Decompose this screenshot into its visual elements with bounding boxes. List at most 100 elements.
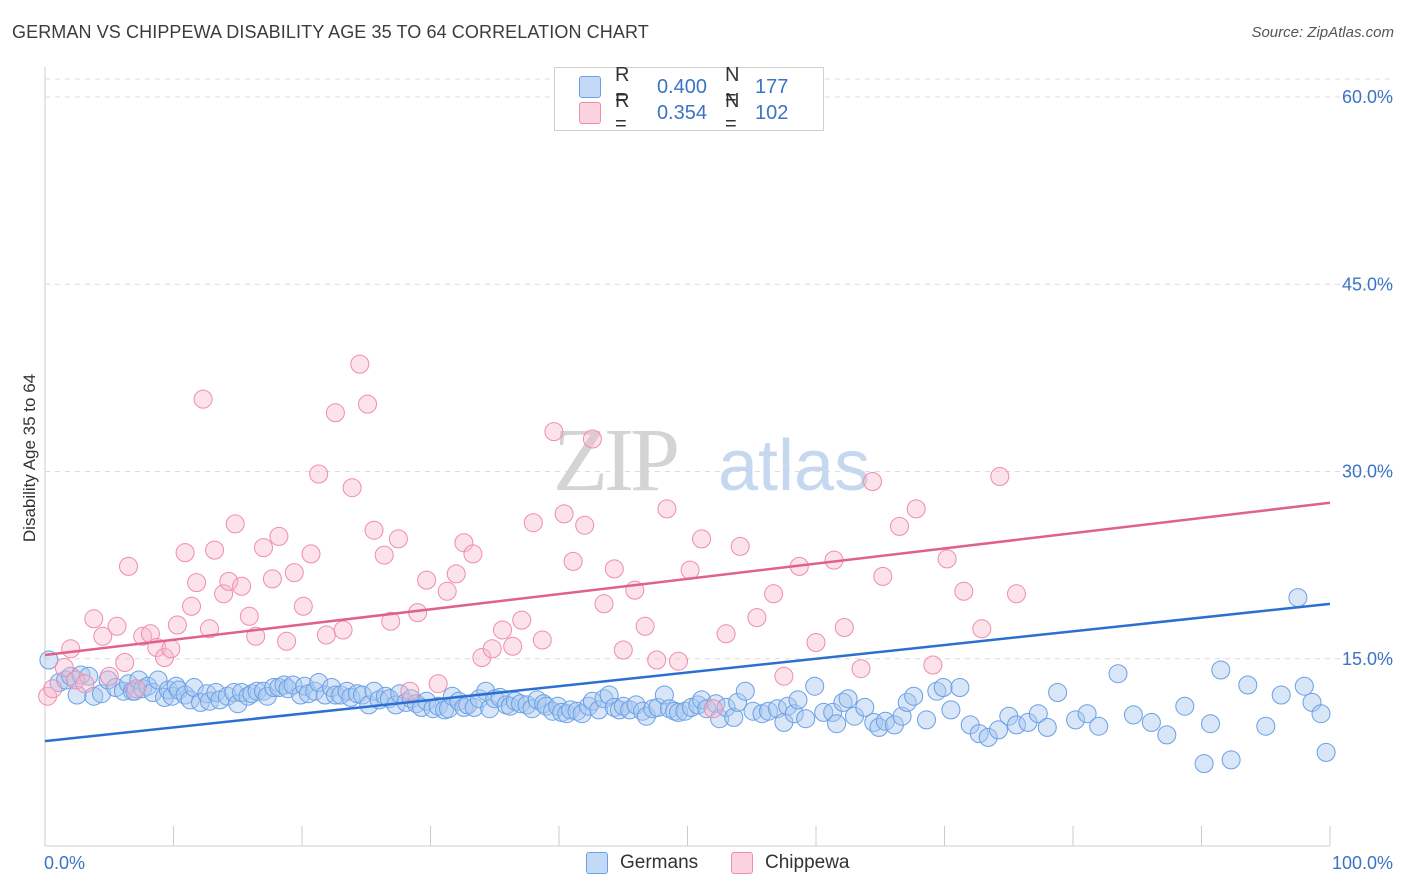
data-point-germans — [254, 681, 273, 701]
data-point-germans — [309, 673, 329, 692]
data-point-chippewa — [446, 564, 466, 584]
data-point-germans — [1037, 717, 1057, 737]
data-point-germans — [855, 697, 875, 717]
data-point-chippewa — [284, 563, 304, 583]
data-point-germans — [1288, 588, 1308, 608]
data-point-germans — [927, 681, 947, 701]
data-point-chippewa — [358, 394, 377, 414]
data-point-germans — [1048, 683, 1068, 702]
data-point-chippewa — [716, 624, 736, 644]
data-point-chippewa — [219, 571, 239, 591]
data-point-chippewa — [906, 499, 926, 519]
data-point-chippewa — [428, 674, 448, 694]
data-point-germans — [1221, 750, 1241, 770]
data-point-germans — [325, 685, 345, 705]
data-point-chippewa — [161, 639, 181, 659]
data-point-chippewa — [214, 584, 234, 604]
legend-n-value: 177 — [755, 75, 789, 98]
legend-r-label: R = — [615, 90, 630, 135]
data-point-germans — [827, 714, 847, 734]
data-point-chippewa — [200, 619, 219, 639]
data-point-germans — [1271, 685, 1291, 705]
data-point-chippewa — [582, 429, 602, 449]
data-point-chippewa — [84, 609, 104, 629]
data-point-chippewa — [512, 610, 532, 630]
data-point-chippewa — [806, 633, 826, 652]
legend-n-value: 102 — [755, 101, 789, 124]
data-point-chippewa — [575, 515, 595, 535]
data-point-germans — [805, 676, 825, 696]
data-point-chippewa — [61, 639, 81, 659]
data-point-chippewa — [225, 514, 245, 534]
data-point-germans — [579, 696, 599, 716]
data-point-chippewa — [99, 666, 119, 686]
data-point-germans — [833, 692, 853, 712]
data-point-chippewa — [232, 576, 252, 596]
data-point-chippewa — [374, 545, 394, 565]
legend-label-chippewa: Chippewa — [765, 852, 850, 873]
legend-r-label: R = — [615, 64, 630, 109]
data-point-germans — [778, 696, 798, 716]
data-point-germans — [567, 701, 587, 721]
data-point-chippewa — [503, 636, 523, 656]
data-point-germans — [989, 720, 1008, 740]
y-tick-label: 45.0% — [1342, 274, 1393, 294]
data-point-chippewa — [1007, 584, 1026, 604]
legend-item-germans[interactable]: Germans — [586, 852, 698, 874]
data-point-chippewa — [873, 566, 893, 586]
data-point-chippewa — [437, 581, 457, 601]
data-point-germans — [1175, 696, 1195, 716]
data-point-germans — [933, 678, 953, 697]
data-point-chippewa — [692, 529, 712, 549]
data-point-chippewa — [890, 516, 909, 536]
data-point-germans — [1077, 704, 1097, 724]
legend-r-value: 0.400 — [656, 75, 707, 98]
data-point-germans — [823, 702, 843, 722]
chart-title: GERMAN VS CHIPPEWA DISABILITY AGE 35 TO … — [12, 22, 649, 42]
data-point-germans — [1123, 705, 1143, 725]
legend-stats: R = 0.400 N = 177 R = 0.354 N = 102 — [554, 64, 824, 135]
data-point-germans — [697, 699, 717, 719]
watermark-atlas: atlas — [718, 426, 870, 506]
data-point-germans — [138, 676, 158, 696]
data-point-chippewa — [680, 560, 700, 580]
data-point-germans — [710, 709, 730, 729]
data-point-germans — [978, 727, 998, 747]
data-point-chippewa — [657, 499, 677, 519]
data-point-germans — [505, 691, 525, 711]
data-point-chippewa — [703, 699, 723, 719]
data-point-germans — [218, 686, 237, 706]
data-point-chippewa — [333, 620, 353, 640]
data-point-chippewa — [182, 596, 201, 616]
data-point-chippewa — [254, 538, 273, 558]
data-point-germans — [1211, 660, 1231, 680]
y-tick-label: 60.0% — [1342, 87, 1393, 107]
data-point-chippewa — [647, 650, 667, 670]
data-point-chippewa — [293, 596, 313, 616]
data-point-chippewa — [93, 626, 113, 646]
data-point-chippewa — [381, 611, 401, 631]
data-point-chippewa — [482, 639, 502, 659]
data-point-germans — [517, 695, 537, 715]
data-point-chippewa — [923, 655, 943, 675]
data-point-germans — [228, 694, 248, 714]
data-point-chippewa — [309, 464, 329, 484]
data-point-germans — [724, 707, 744, 727]
data-point-germans — [232, 683, 252, 702]
data-point-chippewa — [563, 551, 583, 571]
data-point-germans — [917, 710, 936, 730]
data-point-germans — [599, 685, 619, 705]
data-point-germans — [1141, 712, 1161, 732]
data-point-chippewa — [364, 520, 384, 540]
data-point-germans — [364, 681, 384, 701]
data-point-chippewa — [937, 549, 957, 569]
data-point-germans — [1316, 742, 1336, 762]
data-point-chippewa — [269, 526, 289, 546]
data-point-chippewa — [325, 403, 345, 423]
legend-item-chippewa[interactable]: Chippewa — [731, 852, 850, 874]
data-point-chippewa — [193, 389, 213, 409]
data-point-germans — [706, 694, 726, 714]
data-point-chippewa — [119, 556, 138, 576]
data-point-chippewa — [388, 529, 408, 549]
